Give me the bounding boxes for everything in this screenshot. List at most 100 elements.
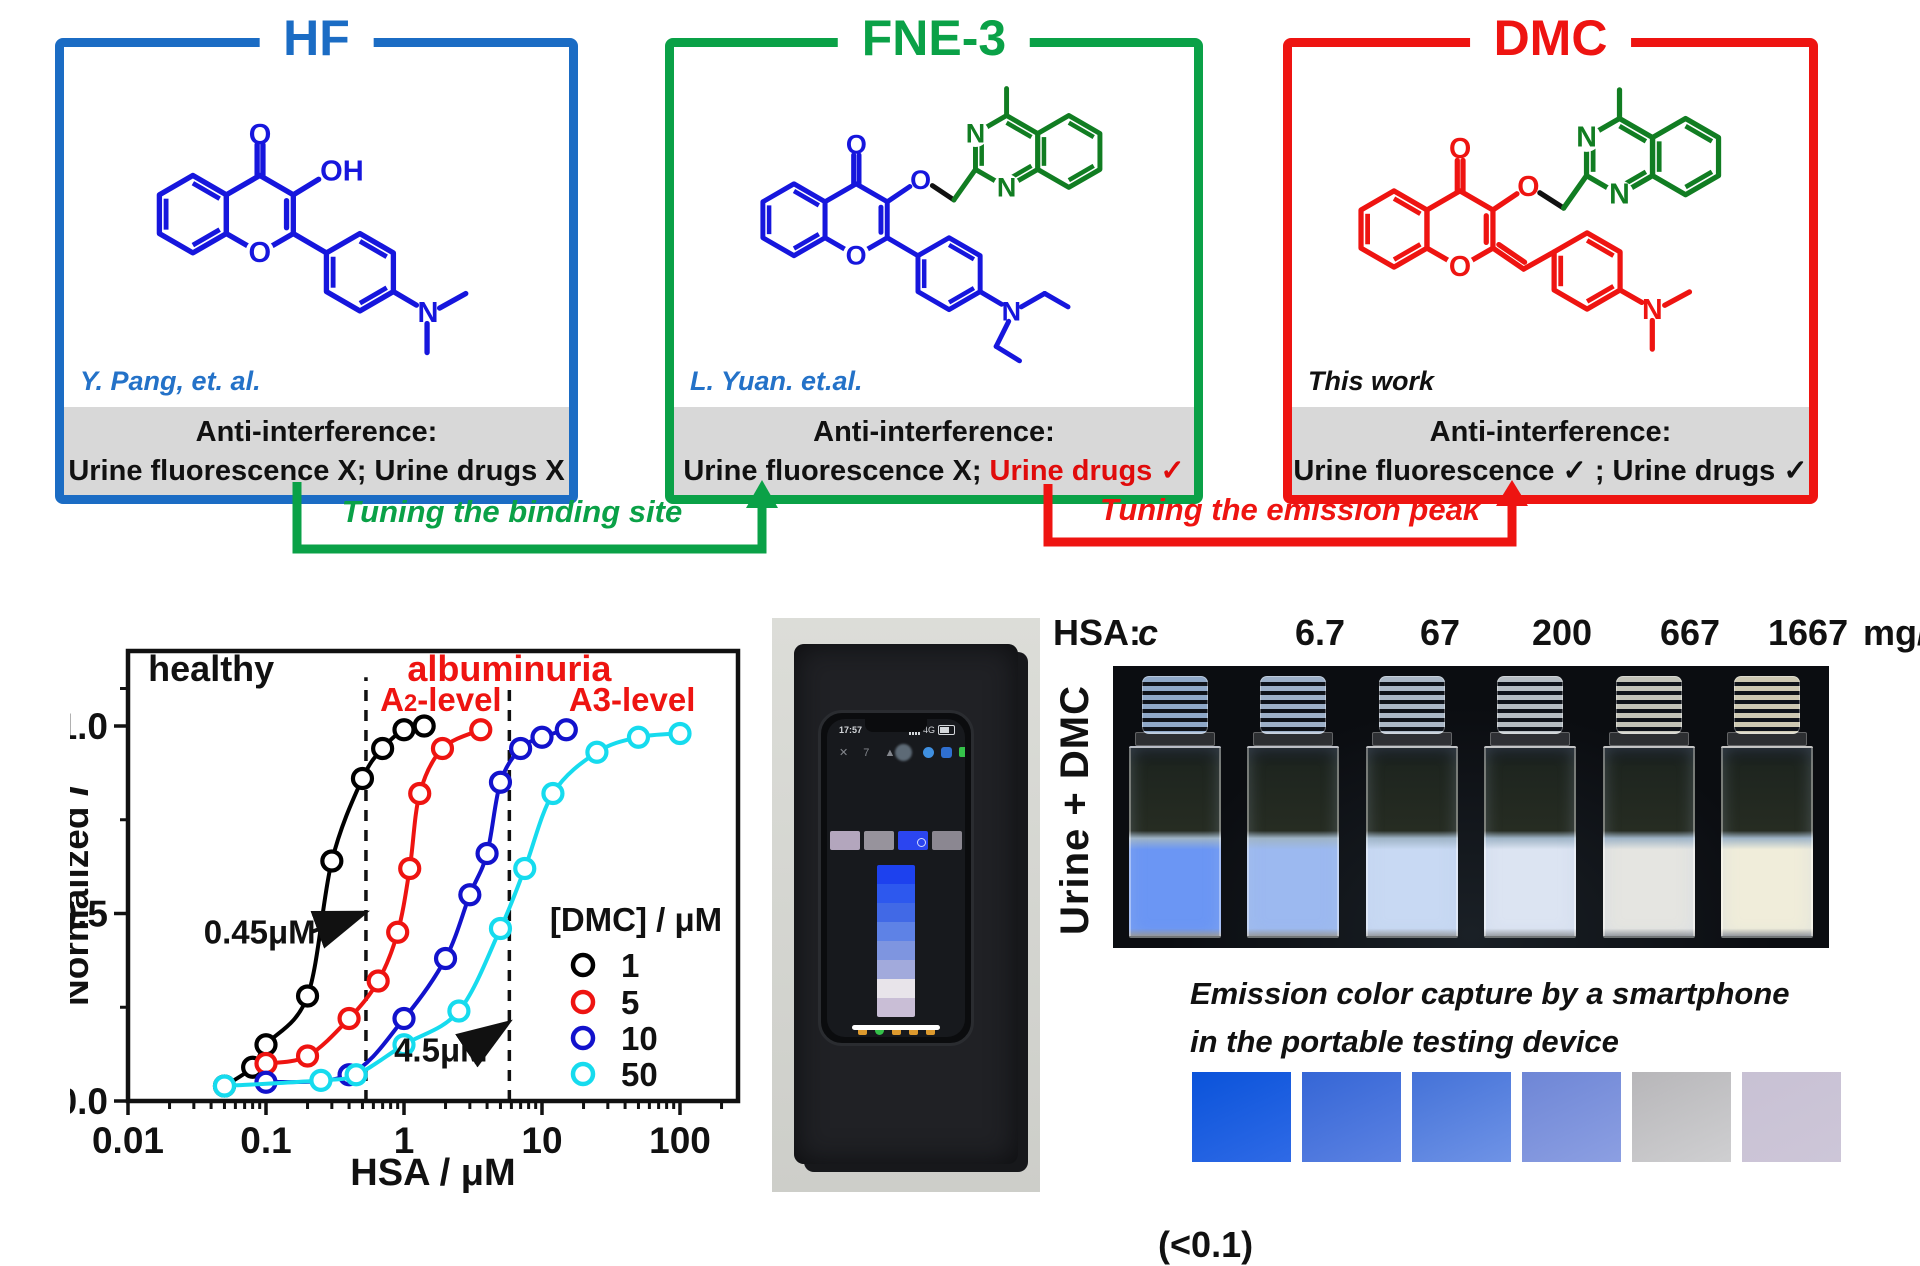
strip-segment-7 [877, 979, 915, 998]
atom-label-o_ring: O [1449, 251, 1471, 283]
x-tick-label: 1 [394, 1120, 415, 1161]
data-point-50 [513, 856, 537, 881]
region-label: healthy [148, 648, 274, 689]
binding-site-arrow [292, 480, 778, 554]
battery-icon [938, 725, 955, 735]
cuvette-collar [1253, 732, 1334, 746]
color-chip-4[interactable] [932, 831, 962, 850]
emission-swatch-5 [1632, 1072, 1731, 1162]
camera-toolbar-glyphs: ✕ 7 ▲ [839, 747, 902, 759]
phone-notch [865, 719, 927, 732]
color-chip-row[interactable] [827, 831, 965, 850]
cuvette-6 [1719, 666, 1815, 948]
data-point-50 [668, 721, 692, 746]
data-point-10 [488, 770, 513, 794]
green-chip-icon [959, 747, 965, 757]
emission-swatch-3 [1412, 1072, 1511, 1162]
legend-marker-1 [570, 952, 596, 978]
atom-label-o_ring: O [846, 241, 867, 271]
data-point-1 [320, 849, 344, 873]
atom-label-n_amine: N [1002, 296, 1021, 326]
emission-swatch-6 [1742, 1072, 1841, 1162]
dmc-reference: This work [1308, 366, 1435, 396]
annotation-label: 4.5μM [394, 1032, 488, 1069]
legend-marker-5 [570, 989, 596, 1015]
legend-title: [DMC] / μM [550, 901, 722, 938]
data-point-10 [392, 1006, 416, 1031]
hsa-value-1: 6.7 [1295, 612, 1346, 653]
color-chip-2[interactable] [864, 831, 894, 850]
cuvette-body [1365, 746, 1458, 938]
x-tick-label: 10 [521, 1120, 562, 1161]
atom-label-n_amine: N [1642, 294, 1663, 326]
color-chip-3[interactable] [898, 831, 928, 850]
atom-label-n_quinazoline_2: N [997, 172, 1016, 202]
cuvette-collar [1371, 732, 1452, 746]
data-point-1 [350, 766, 375, 791]
app-icons-row[interactable] [827, 1023, 965, 1037]
data-point-5 [386, 920, 410, 944]
panel-hf-title: HF [259, 9, 374, 67]
hsa-unit: mg/L [1863, 612, 1920, 653]
atom-label-n_amine: N [418, 297, 439, 329]
y-tick-label: 1.0 [70, 706, 108, 747]
data-point-50 [626, 725, 651, 749]
fne3-anti-text-red: Urine drugs ✓ [989, 455, 1185, 487]
emission-swatch-1 [1192, 1072, 1291, 1162]
atom-label-oh: OH [320, 156, 364, 188]
data-point-50 [541, 781, 565, 806]
hf-structure-drawing: O OH O N [156, 119, 469, 356]
binding-site-label: Tuning the binding site [341, 494, 683, 529]
data-point-5 [430, 736, 455, 761]
urine-dmc-side-label: Urine + DMC [1053, 685, 1097, 935]
data-point-50 [447, 999, 471, 1023]
y-tick-label: 0.0 [70, 1081, 108, 1122]
hsa-label-c: c (<0.1) [1138, 612, 1254, 1265]
region-label: A3-level [569, 681, 696, 718]
data-point-50 [212, 1074, 237, 1098]
fne3-anti-title: Anti-interference: [813, 416, 1055, 448]
strip-segment-6 [877, 960, 915, 979]
data-point-50 [585, 740, 609, 764]
strip-segment-5 [877, 941, 915, 960]
data-point-1 [295, 984, 320, 1008]
camera-toolbar: ✕ 7 ▲ [827, 743, 965, 765]
color-chip-1[interactable] [830, 831, 860, 850]
legend-marker-10 [570, 1025, 596, 1051]
panel-hf: HF O OH O N Y. Pang, et. al. Anti-interfere… [55, 9, 578, 504]
cuvette-cap-threads [1733, 676, 1800, 734]
strip-segment-1 [877, 865, 915, 884]
data-point-10 [458, 883, 482, 907]
fne3-anti-text: Urine fluorescence X; Urine drugs ✓ [683, 455, 1185, 487]
hsa-value-2: 67 [1420, 612, 1461, 653]
portable-device-photo: 17:57 4G ✕ 7 ▲ [772, 618, 1040, 1192]
data-point-10 [509, 736, 533, 761]
emission-peak-label: Tuning the emission peak [1099, 492, 1481, 527]
cuvette-cap-threads [1615, 676, 1682, 734]
blue-dot-icon [923, 747, 934, 758]
annotation-arrow [455, 1019, 513, 1068]
data-point-10 [475, 841, 499, 866]
data-point-50 [309, 1068, 333, 1092]
strip-segment-8 [877, 998, 915, 1017]
phone-network: 4G [922, 725, 935, 735]
data-point-10 [433, 946, 458, 971]
fne3-anti-interference-bar: Anti-interference: Urine fluorescence X;… [674, 407, 1194, 495]
hsa-value-3: 200 [1532, 612, 1593, 653]
y-tick-label: 0.5 [70, 894, 108, 935]
cuvette-cap-threads [1378, 676, 1445, 734]
x-tick-label: 100 [649, 1120, 711, 1161]
atom-label-o_ether: O [1517, 171, 1539, 203]
dmc-anti-text: Urine fluorescence ✓ ; Urine drugs ✓ [1293, 455, 1808, 487]
home-indicator[interactable] [852, 1025, 940, 1030]
cuvette-cap-threads [1142, 676, 1208, 734]
data-point-10 [530, 725, 554, 749]
x-tick-label: 0.1 [240, 1120, 291, 1161]
emission-peak-arrow [1043, 480, 1528, 547]
panel-fne3-title: FNE-3 [837, 9, 1031, 67]
atom-label-n_quinazoline_1: N [1576, 122, 1597, 154]
atom-label-o_carbonyl: O [1449, 133, 1471, 165]
